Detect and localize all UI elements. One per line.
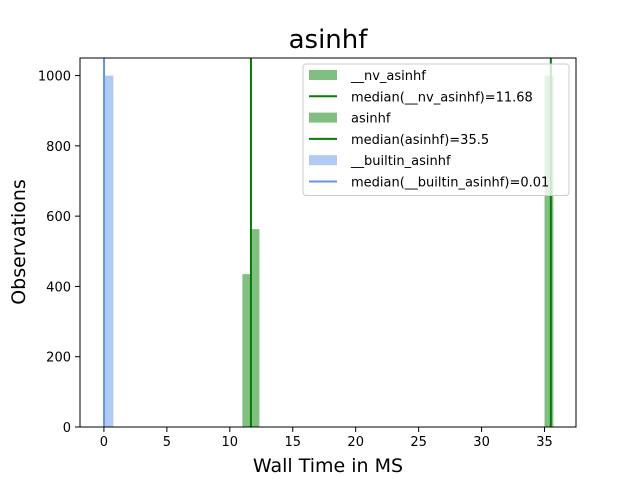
legend-swatch-0 bbox=[309, 70, 337, 80]
legend-label-5: median(__builtin_asinhf)=0.01 bbox=[351, 176, 549, 191]
legend: __nv_asinhf median(__nv_asinhf)=11.68asin… bbox=[302, 63, 570, 196]
y-tick-label-0: 0 bbox=[63, 421, 71, 436]
y-tick-label-1: 200 bbox=[46, 351, 71, 366]
y-axis-label: Observations bbox=[8, 179, 30, 305]
x-tick-label-5: 25 bbox=[410, 435, 427, 450]
y-tick-label-2: 400 bbox=[46, 280, 71, 295]
x-tick-label-4: 20 bbox=[347, 435, 364, 450]
legend-label-3: median(asinhf)=35.5 bbox=[351, 133, 489, 148]
legend-label-1: median(__nv_asinhf)=11.68 bbox=[351, 90, 533, 105]
legend-label-0: __nv_asinhf bbox=[350, 69, 426, 84]
legend-label-2: asinhf bbox=[351, 112, 391, 127]
legend-box bbox=[302, 63, 570, 196]
x-axis-ticks: 0 5 10 15 20 25 30 35 bbox=[100, 427, 553, 450]
x-axis-label: Wall Time in MS bbox=[253, 455, 403, 477]
histogram-bar-4-0 bbox=[104, 75, 114, 428]
x-tick-label-7: 35 bbox=[536, 435, 553, 450]
chart-title: asinhf bbox=[289, 25, 369, 55]
y-axis-ticks: 0 200 400 600 800 1000 bbox=[38, 70, 80, 436]
x-tick-label-6: 30 bbox=[473, 435, 490, 450]
histogram-bar-2-0 bbox=[544, 75, 554, 428]
x-tick-label-1: 5 bbox=[163, 435, 171, 450]
y-tick-label-3: 600 bbox=[46, 210, 71, 225]
x-tick-label-0: 0 bbox=[100, 435, 108, 450]
y-tick-label-5: 1000 bbox=[38, 70, 71, 85]
histogram-bar-0-1 bbox=[250, 229, 260, 427]
legend-label-4: __builtin_asinhf bbox=[350, 154, 451, 169]
y-tick-label-4: 800 bbox=[46, 140, 71, 155]
legend-swatch-4 bbox=[309, 155, 337, 166]
legend-swatch-2 bbox=[309, 112, 337, 123]
x-tick-label-3: 15 bbox=[284, 435, 301, 450]
histogram-bar-0-0 bbox=[242, 274, 251, 427]
axes-frame bbox=[79, 57, 577, 428]
x-tick-label-2: 10 bbox=[222, 435, 239, 450]
